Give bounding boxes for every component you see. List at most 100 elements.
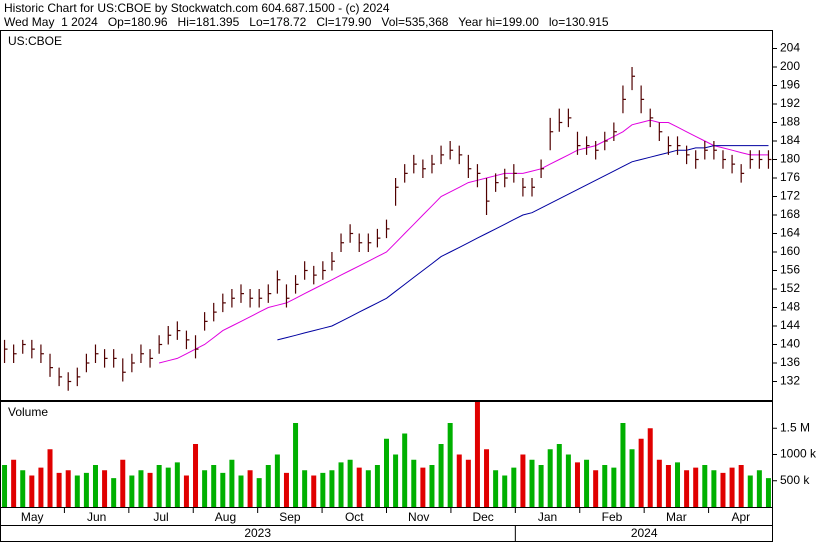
- y-tick-label: 184: [780, 133, 800, 147]
- volume-bar: [747, 475, 753, 507]
- volume-bar: [365, 470, 371, 507]
- volume-bar: [738, 465, 744, 507]
- volume-bar: [283, 472, 289, 507]
- volume-bar: [629, 449, 635, 507]
- x-tick-label: Mar: [666, 510, 687, 524]
- volume-bar: [593, 470, 599, 507]
- volume-bar: [438, 444, 444, 507]
- y-tick-label: 192: [780, 96, 800, 110]
- y-tick-label: 144: [780, 318, 800, 332]
- x-tick-label: Sep: [279, 510, 301, 524]
- y-tick-label: 152: [780, 281, 800, 295]
- volume-bar: [647, 428, 653, 507]
- x-tick-label: Aug: [215, 510, 236, 524]
- volume-bar: [102, 470, 108, 507]
- volume-bar: [456, 454, 462, 507]
- x-tick-label: Oct: [345, 510, 364, 524]
- volume-bar: [756, 470, 762, 507]
- x-tick-label: Jan: [538, 510, 557, 524]
- volume-bar: [193, 444, 199, 507]
- x-tick-label: Feb: [602, 510, 623, 524]
- volume-bar: [702, 465, 708, 507]
- volume-bar: [20, 470, 26, 507]
- volume-bar: [29, 475, 35, 507]
- volume-bar: [765, 478, 771, 507]
- volume-bar: [38, 467, 44, 507]
- volume-bar: [147, 472, 153, 507]
- volume-bar: [474, 402, 480, 507]
- volume-bar: [356, 467, 362, 507]
- volume-bar: [311, 475, 317, 507]
- price-panel: [0, 30, 773, 401]
- volume-bar: [229, 459, 235, 507]
- year-label: 2024: [631, 526, 658, 540]
- volume-bar: [711, 470, 717, 507]
- volume-bar: [238, 475, 244, 507]
- volume-bar: [665, 465, 671, 507]
- chart-title: Historic Chart for US:CBOE by Stockwatch…: [4, 1, 390, 15]
- volume-bar: [420, 467, 426, 507]
- volume-bar: [447, 423, 453, 507]
- volume-label: Volume: [8, 405, 48, 419]
- y-tick-label: 156: [780, 263, 800, 277]
- volume-bar: [2, 465, 8, 507]
- volume-bar: [174, 462, 180, 507]
- x-tick-label: May: [21, 510, 44, 524]
- volume-tick-label: 1000 k: [780, 447, 817, 461]
- volume-bar: [556, 444, 562, 507]
- volume-bar: [393, 454, 399, 507]
- volume-bar: [465, 459, 471, 507]
- volume-bar: [520, 454, 526, 507]
- y-tick-label: 140: [780, 337, 800, 351]
- volume-bar: [347, 459, 353, 507]
- volume-bar: [138, 470, 144, 507]
- volume-bar: [202, 470, 208, 507]
- volume-bar: [92, 465, 98, 507]
- volume-bar: [602, 465, 608, 507]
- year-label: 2023: [244, 526, 271, 540]
- chart-subtitle: Wed May 1 2024 Op=180.96 Hi=181.395 Lo=1…: [4, 15, 609, 29]
- y-tick-label: 164: [780, 226, 800, 240]
- volume-bar: [402, 433, 408, 507]
- x-tick-label: Jun: [87, 510, 106, 524]
- volume-bar: [165, 467, 171, 507]
- volume-bar: [74, 475, 80, 507]
- volume-bar: [511, 467, 517, 507]
- volume-tick-label: 500 k: [780, 473, 810, 487]
- y-tick-label: 160: [780, 244, 800, 258]
- volume-bar: [384, 438, 389, 507]
- volume-bar: [83, 472, 89, 507]
- y-tick-label: 200: [780, 59, 800, 73]
- volume-bar: [429, 465, 435, 507]
- volume-tick-label: 1.5 M: [780, 420, 810, 434]
- volume-bar: [493, 470, 499, 507]
- volume-bar: [620, 423, 626, 507]
- volume-bar: [684, 470, 690, 507]
- volume-bar: [675, 462, 681, 507]
- volume-bar: [274, 454, 280, 507]
- volume-bar: [547, 449, 553, 507]
- date-panel: [0, 507, 773, 542]
- volume-bar: [265, 465, 271, 507]
- x-tick-label: Jul: [153, 510, 168, 524]
- volume-bar: [565, 454, 571, 507]
- volume-bar: [302, 470, 308, 507]
- volume-bar: [502, 475, 508, 507]
- symbol-label: US:CBOE: [8, 34, 62, 48]
- volume-bar: [120, 459, 126, 507]
- volume-bar: [411, 459, 417, 507]
- volume-bar: [584, 459, 590, 507]
- volume-bar: [320, 472, 326, 507]
- y-tick-label: 204: [780, 41, 800, 55]
- volume-bar: [220, 472, 226, 507]
- volume-bar: [484, 449, 490, 507]
- x-tick-label: Nov: [408, 510, 429, 524]
- volume-bar: [538, 465, 544, 507]
- y-tick-label: 172: [780, 189, 800, 203]
- volume-bar: [638, 438, 644, 507]
- volume-bar: [729, 467, 735, 507]
- volume-bar: [47, 449, 53, 507]
